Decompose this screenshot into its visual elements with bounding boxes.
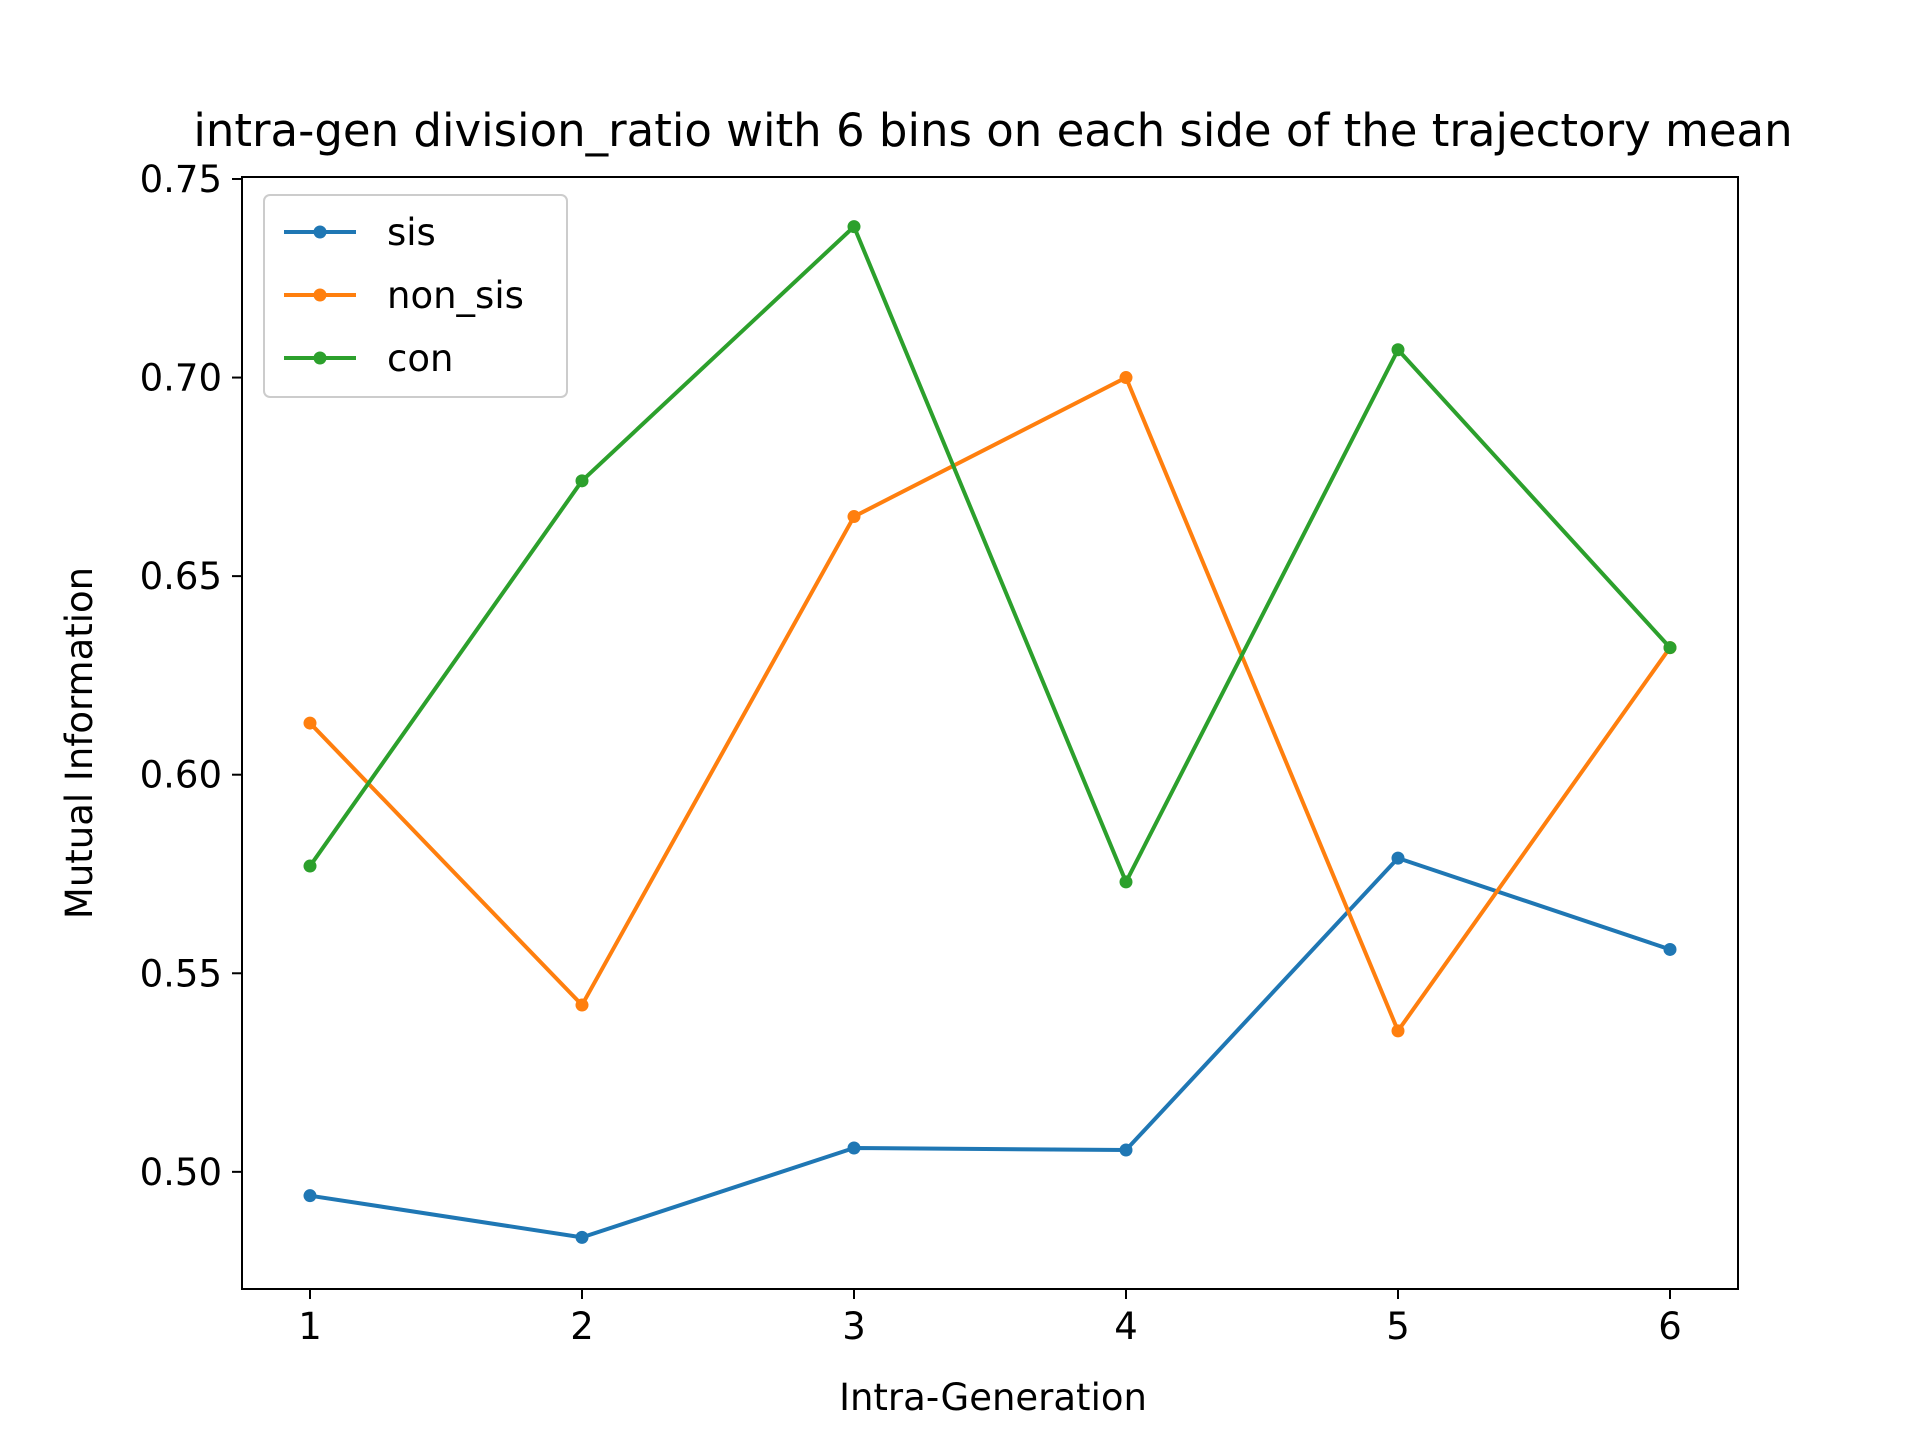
data-point-non-sis [575,998,589,1012]
data-point-con [1663,641,1677,655]
axes-frame [241,176,1739,1290]
data-point-con [1119,875,1133,889]
legend-label-non-sis: non_sis [387,274,524,317]
x-tick-label: 4 [1114,1305,1138,1348]
data-point-sis [1663,942,1677,956]
data-point-sis [303,1189,317,1203]
legend-marker-con [313,351,327,365]
x-tick-label: 1 [298,1305,322,1348]
y-tick-label: 0.60 [140,754,222,797]
data-point-sis [847,1141,861,1155]
plot-area: 1 2 3 4 5 6 0.50 0.55 0.60 0.65 0.70 0.75 [140,158,1739,1348]
data-point-sis [575,1230,589,1244]
data-point-con [575,474,589,488]
y-tick-label: 0.55 [140,952,222,995]
y-tick-label: 0.65 [140,555,222,598]
data-point-con [303,859,317,873]
data-point-non-sis [303,716,317,730]
data-point-non-sis [1391,1024,1405,1038]
data-point-sis [1391,851,1405,865]
series-line-con [308,224,1672,884]
chart-title: intra-gen division_ratio with 6 bins on … [193,104,1792,157]
data-point-non-sis [1119,371,1133,385]
data-point-non-sis [847,510,861,524]
legend-marker-non-sis [313,288,327,302]
series-line-non-sis [308,375,1672,1033]
x-tick-label: 2 [570,1305,594,1348]
x-tick-label: 3 [842,1305,866,1348]
legend-label-con: con [387,337,453,380]
legend-marker-sis [313,225,327,239]
data-point-con [847,220,861,234]
x-tick-label: 5 [1386,1305,1410,1348]
y-tick-label: 0.50 [140,1151,222,1194]
y-tick-label: 0.75 [140,158,222,201]
data-point-con [1391,343,1405,357]
x-tick-label: 6 [1658,1305,1682,1348]
y-axis-label: Mutual Information [58,567,101,919]
series-line-sis [309,856,1671,1240]
data-point-sis [1119,1143,1133,1157]
legend-label-sis: sis [387,211,436,254]
y-tick-label: 0.70 [140,357,222,400]
legend-box [263,194,568,398]
x-axis-label: Intra-Generation [839,1376,1147,1419]
